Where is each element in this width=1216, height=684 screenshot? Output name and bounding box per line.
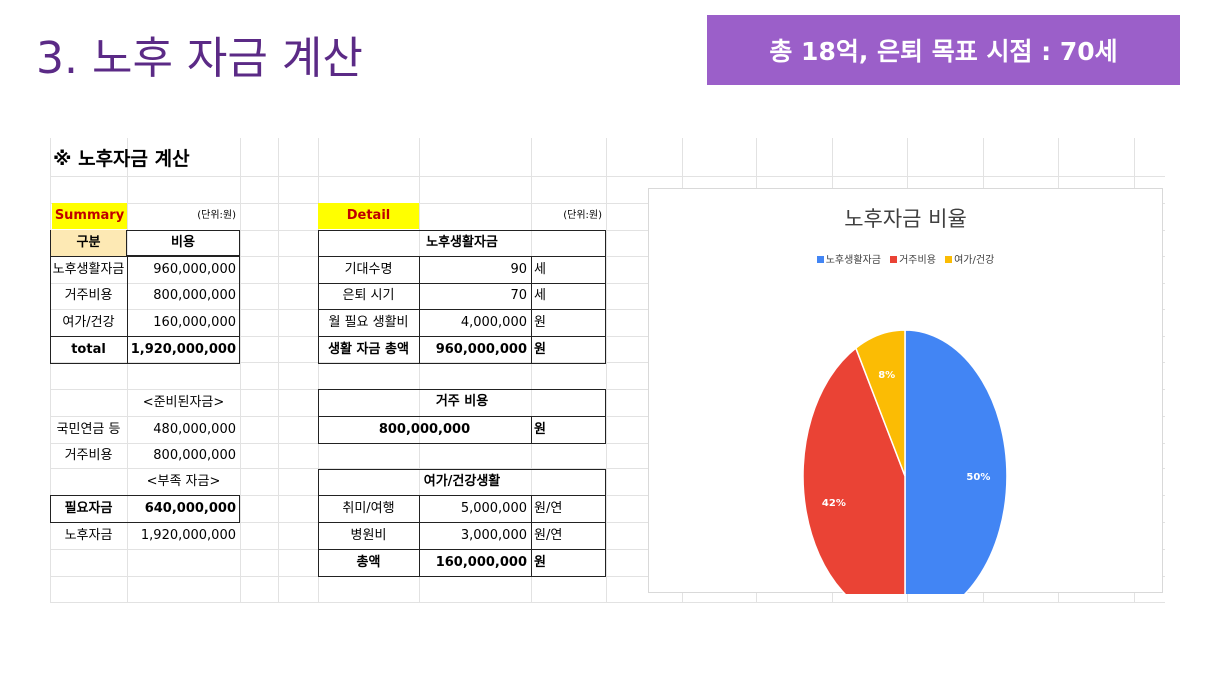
leisure-row-unit: 원/연 — [534, 528, 563, 543]
leisure-total-unit: 원 — [534, 555, 546, 570]
housing-table-title: 거주 비용 — [435, 394, 489, 409]
summary-total-value: 1,920,000,000 — [130, 342, 236, 357]
living-total-unit: 원 — [534, 342, 546, 357]
living-total-value: 960,000,000 — [435, 342, 527, 357]
summary-body-border — [50, 256, 240, 364]
housing-unit: 원 — [534, 422, 546, 437]
detail-unit: (단위:원) — [563, 210, 602, 221]
legend-label: 여가/건강 — [954, 255, 995, 266]
summary-row-value: 960,000,000 — [153, 262, 236, 277]
summary-row-value: 800,000,000 — [153, 288, 236, 303]
legend-item: 노후생활자금 — [816, 251, 881, 266]
shortfall-needed-border — [50, 495, 240, 523]
living-row-unit: 원 — [534, 315, 546, 330]
pie-chart: 50% 42% 8% — [802, 329, 1008, 594]
pie-data-label: 42% — [822, 498, 846, 509]
legend-label: 거주비용 — [899, 255, 936, 266]
legend-label: 노후생활자금 — [825, 255, 881, 266]
summary-row-label: 노후생활자금 — [52, 262, 125, 277]
leisure-table-border — [318, 469, 606, 577]
prepared-row-label: 국민연금 등 — [56, 422, 121, 437]
shortfall-needed-value: 640,000,000 — [144, 501, 236, 516]
spreadsheet: ※ 노후자금 계산 Summary (단위:원) 구분 비용 노후생활자금 96… — [50, 138, 1165, 603]
summary-header-category: 구분 — [51, 230, 127, 256]
leisure-total-label: 총액 — [356, 555, 381, 570]
shortfall-row-value: 1,920,000,000 — [140, 528, 236, 543]
summary-row-label: 거주비용 — [64, 288, 113, 303]
chart-legend: 노후생활자금 거주비용 여가/건강 — [649, 251, 1162, 266]
living-row-label: 은퇴 시기 — [342, 288, 395, 303]
sheet-title: ※ 노후자금 계산 — [53, 148, 190, 170]
prepared-funds-title: <준비된자금> — [142, 395, 225, 410]
chart-title: 노후자금 비율 — [844, 207, 967, 231]
living-row-unit: 세 — [534, 262, 546, 277]
legend-swatch — [890, 256, 898, 263]
living-table-title: 노후생활자금 — [426, 235, 498, 250]
slice-housing — [802, 346, 906, 594]
living-row-label: 기대수명 — [344, 262, 393, 277]
summary-unit: (단위:원) — [197, 210, 236, 221]
pie-data-label: 50% — [966, 472, 990, 483]
leisure-table-title: 여가/건강생활 — [423, 474, 501, 489]
leisure-total-value: 160,000,000 — [435, 555, 527, 570]
pie-data-label: 8% — [878, 370, 895, 381]
leisure-row-label: 병원비 — [350, 528, 387, 543]
summary-row-value: 160,000,000 — [153, 315, 236, 330]
summary-tag: Summary — [52, 203, 127, 229]
detail-tag: Detail — [318, 203, 419, 229]
leisure-row-value: 3,000,000 — [460, 528, 527, 543]
legend-item: 거주비용 — [890, 251, 936, 266]
summary-row-label: 여가/건강 — [62, 315, 115, 330]
living-table-border — [318, 230, 606, 364]
living-row-value: 70 — [510, 288, 527, 303]
slice-living — [904, 329, 1008, 594]
summary-header-cost: 비용 — [171, 235, 195, 250]
leisure-row-unit: 원/연 — [534, 501, 563, 516]
legend-item: 여가/건강 — [945, 251, 994, 266]
living-total-label: 생활 자금 총액 — [328, 342, 409, 357]
legend-swatch — [945, 256, 953, 263]
prepared-row-label: 거주비용 — [64, 448, 113, 463]
leisure-row-value: 5,000,000 — [460, 501, 527, 516]
leisure-row-label: 취미/여행 — [342, 501, 395, 516]
prepared-row-value: 480,000,000 — [153, 422, 236, 437]
summary-total-label: total — [71, 342, 106, 357]
prepared-row-value: 800,000,000 — [153, 448, 236, 463]
slice-leisure — [854, 329, 906, 477]
shortfall-needed-label: 필요자금 — [64, 501, 113, 516]
living-row-value: 90 — [510, 262, 527, 277]
legend-swatch — [816, 256, 824, 263]
shortfall-title: <부족 자금> — [146, 474, 221, 489]
slide-title: 3. 노후 자금 계산 — [36, 33, 363, 84]
housing-value: 800,000,000 — [378, 422, 471, 437]
goal-banner: 총 18억, 은퇴 목표 시점 : 70세 — [707, 15, 1180, 85]
living-row-unit: 세 — [534, 288, 546, 303]
living-row-value: 4,000,000 — [460, 315, 527, 330]
pie-chart-panel[interactable]: 노후자금 비율 노후생활자금 거주비용 여가/건강 50% 42% 8% — [648, 188, 1163, 594]
shortfall-row-label: 노후자금 — [64, 528, 113, 543]
living-row-label: 월 필요 생활비 — [328, 315, 409, 330]
